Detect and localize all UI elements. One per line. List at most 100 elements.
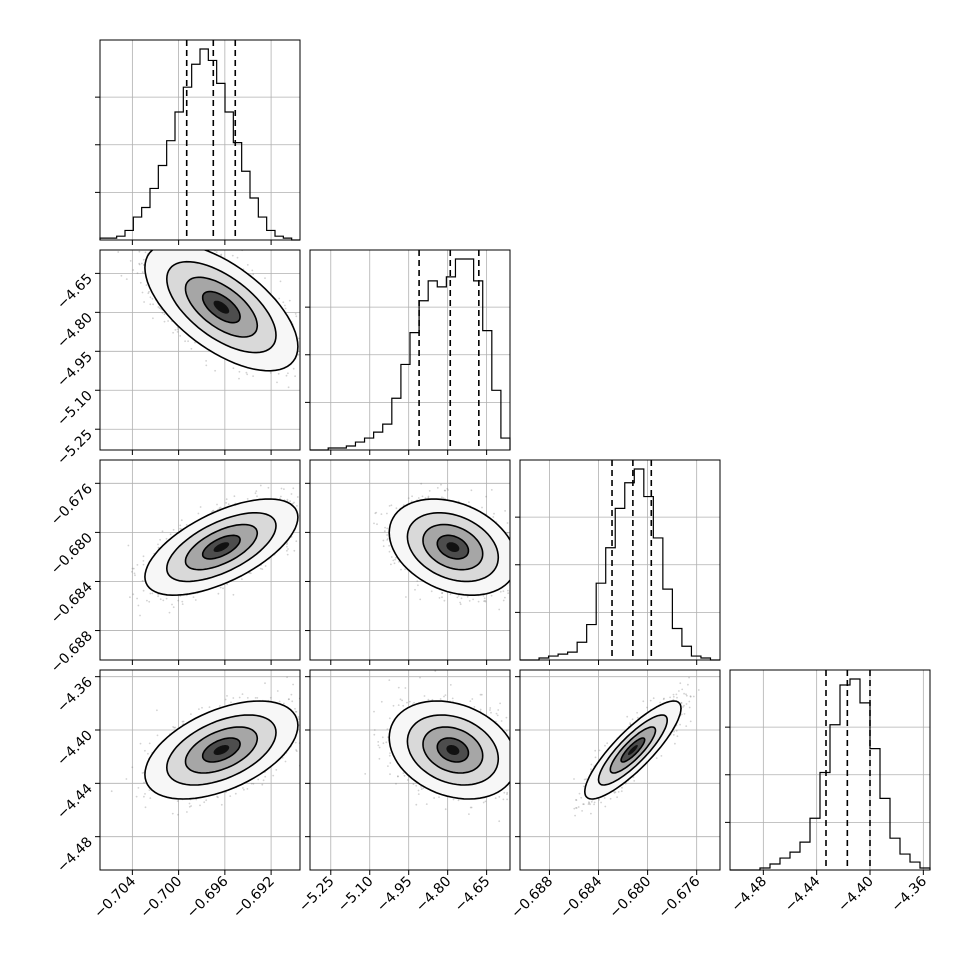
sample-point xyxy=(146,599,148,602)
sample-point xyxy=(297,353,300,356)
sample-point xyxy=(399,698,402,701)
sample-point xyxy=(575,799,578,801)
sample-point xyxy=(173,726,176,729)
sample-point xyxy=(259,484,262,487)
sample-point xyxy=(202,244,204,246)
sample-point xyxy=(394,558,396,561)
sample-point xyxy=(246,498,249,500)
x-tick-label: −4.80 xyxy=(413,874,455,916)
sample-point xyxy=(286,542,289,544)
sample-point xyxy=(515,744,517,746)
sample-point xyxy=(511,735,513,737)
sample-point xyxy=(280,495,282,498)
sample-point xyxy=(191,247,193,249)
sample-point xyxy=(281,756,284,759)
sample-point xyxy=(480,693,483,696)
sample-point xyxy=(232,593,235,596)
sample-point xyxy=(510,581,512,583)
sample-point xyxy=(219,705,221,707)
sample-point xyxy=(217,796,219,799)
sample-point xyxy=(269,696,272,699)
sample-point xyxy=(407,497,410,499)
sample-point xyxy=(537,727,539,729)
sample-point xyxy=(294,375,296,378)
sample-point xyxy=(585,778,587,780)
sample-point xyxy=(408,700,411,703)
sample-point xyxy=(295,540,298,543)
sample-point xyxy=(385,741,388,744)
sample-point xyxy=(388,550,391,553)
sample-point xyxy=(321,342,323,344)
sample-point xyxy=(512,568,514,570)
sample-point xyxy=(169,533,172,536)
sample-point xyxy=(172,528,175,531)
sample-point xyxy=(231,254,234,257)
panel-frame xyxy=(99,669,301,871)
sample-point xyxy=(472,598,474,601)
sample-point xyxy=(287,386,290,389)
sample-point xyxy=(255,490,258,492)
sample-point xyxy=(469,700,472,702)
contour-line xyxy=(184,726,259,774)
sample-point xyxy=(138,263,141,266)
grid xyxy=(520,460,720,660)
sample-point xyxy=(683,704,685,707)
sample-point xyxy=(422,787,425,789)
sample-point xyxy=(148,789,151,791)
sample-point xyxy=(248,572,251,574)
sample-point xyxy=(264,775,267,778)
sample-point xyxy=(521,762,523,764)
sample-point xyxy=(134,574,136,577)
sample-point xyxy=(449,593,452,596)
sample-point xyxy=(229,795,232,797)
sample-point xyxy=(158,307,161,309)
sample-point xyxy=(381,736,384,739)
sample-point xyxy=(460,597,463,600)
sample-point xyxy=(468,600,471,602)
sample-point xyxy=(406,701,408,704)
sample-point xyxy=(246,373,249,376)
sample-point xyxy=(157,306,160,308)
density-fill xyxy=(446,745,460,755)
sample-point xyxy=(190,713,192,715)
sample-point xyxy=(390,504,393,507)
sample-point xyxy=(174,329,177,331)
sample-point xyxy=(673,730,675,733)
sample-point xyxy=(420,788,423,790)
hist-panel-2 xyxy=(305,249,511,455)
sample-point xyxy=(181,600,184,603)
sample-point xyxy=(302,500,304,502)
sample-point xyxy=(468,813,470,815)
sample-point xyxy=(456,596,459,599)
sample-point xyxy=(377,744,380,747)
sample-point xyxy=(685,725,688,727)
sample-point xyxy=(302,351,304,353)
sample-point xyxy=(301,737,303,739)
sample-point xyxy=(149,296,152,299)
sample-point xyxy=(417,789,420,792)
sample-point xyxy=(216,795,219,798)
sample-point xyxy=(324,708,326,710)
sample-point xyxy=(604,744,606,747)
sample-point xyxy=(383,530,386,533)
sample-point xyxy=(614,791,617,793)
sample-point xyxy=(583,803,585,806)
sample-point xyxy=(573,807,576,810)
sample-point xyxy=(287,548,289,550)
sample-point xyxy=(338,738,340,740)
sample-point xyxy=(580,796,583,799)
sample-point xyxy=(485,495,487,498)
sample-point xyxy=(259,567,262,570)
y-tick-label: −0.680 xyxy=(48,530,96,578)
sample-point xyxy=(587,803,590,805)
contour-line xyxy=(184,276,259,338)
sample-point xyxy=(295,710,298,713)
sample-point xyxy=(419,598,422,601)
sample-point xyxy=(297,716,300,718)
sample-point xyxy=(515,575,517,577)
sample-point xyxy=(136,597,139,600)
sample-point xyxy=(205,360,208,362)
sample-point xyxy=(470,806,473,809)
sample-point xyxy=(471,698,474,700)
sample-point xyxy=(483,600,485,602)
